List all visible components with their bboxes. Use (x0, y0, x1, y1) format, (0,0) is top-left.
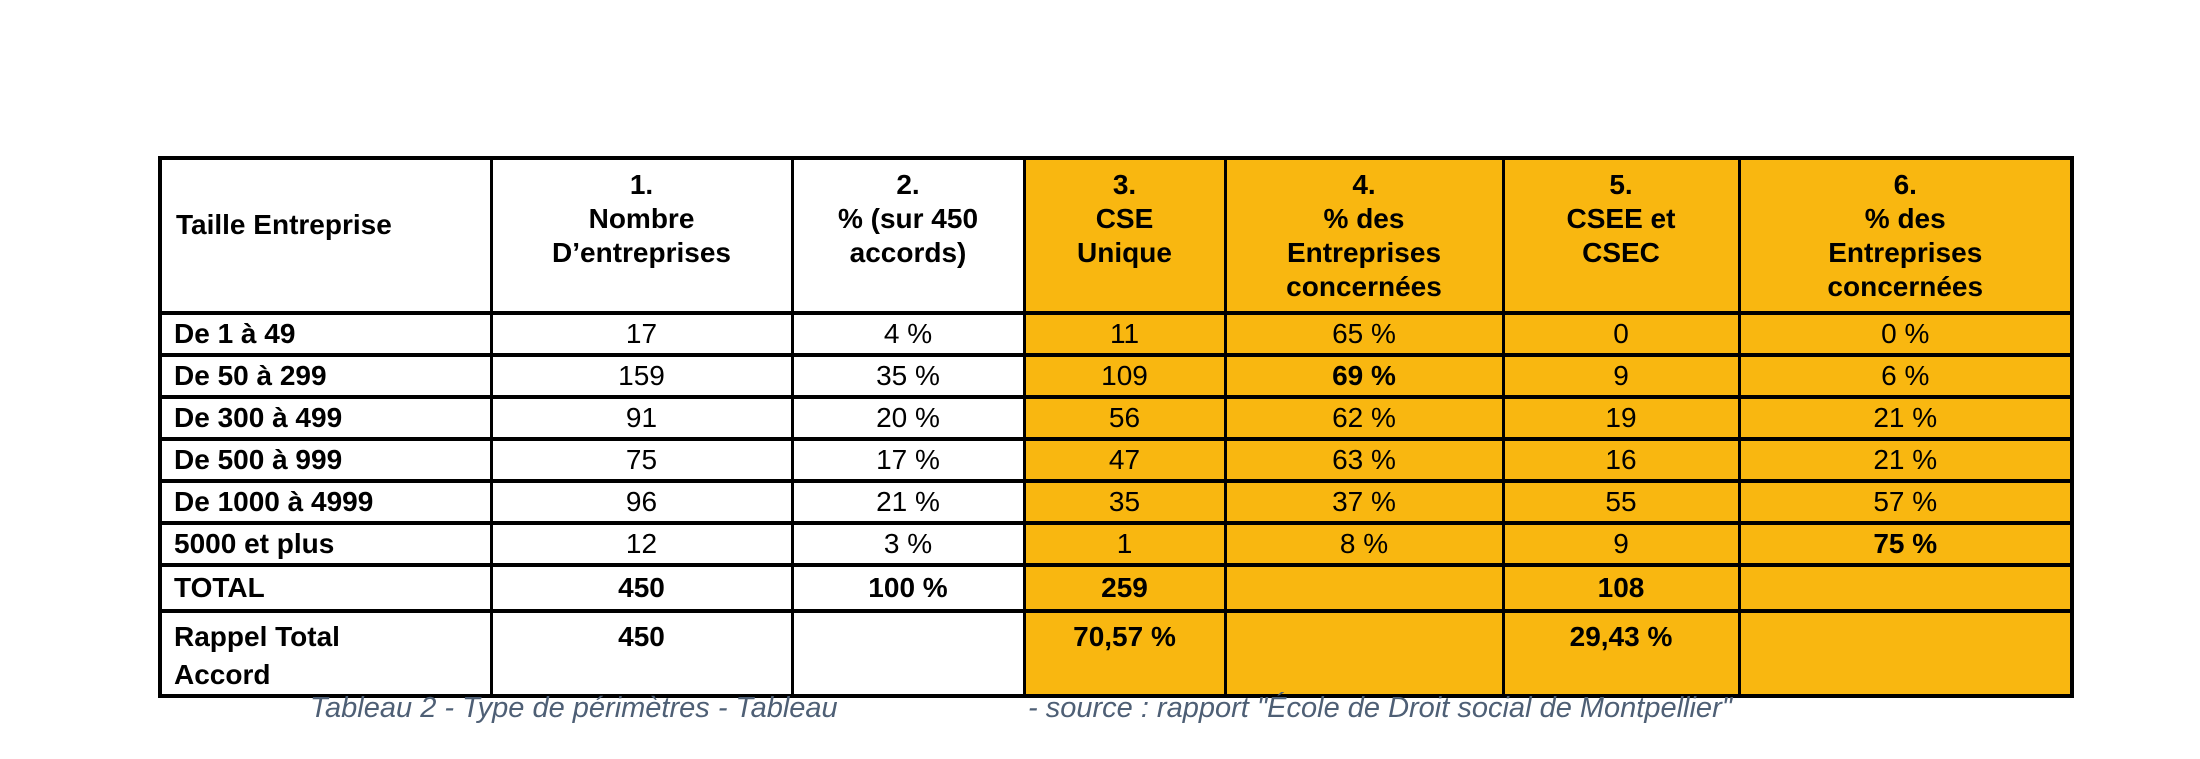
table-row: Rappel Total Accord 450 70,57 % 29,43 % (158, 609, 2074, 698)
row-label-cell: De 1000 à 4999 (158, 479, 493, 525)
value-cell: 1 (1022, 521, 1227, 567)
value-cell: 11 (1022, 311, 1227, 357)
value-cell: 21 % (1737, 395, 2074, 441)
value-cell: 12 (489, 521, 794, 567)
value-cell: 9 (1501, 521, 1741, 567)
table-caption-source: - source : rapport "École de Droit socia… (1028, 692, 1733, 724)
value-cell: 62 % (1223, 395, 1505, 441)
value-cell: 69 % (1223, 353, 1505, 399)
table-header: Taille Entreprise 1. Nombre D’entreprises 2.… (158, 156, 2074, 315)
header-cell-2: 1. Nombre D’entreprises (489, 156, 794, 315)
header-line: CSEE et (1566, 203, 1676, 234)
table-body: De 1 à 49 17 4 % 11 65 % 0 0 % De 50 à 299 159 35… (158, 311, 2074, 698)
table-row: TOTAL 450 100 % 259 108 (158, 563, 2074, 613)
value-cell: 35 (1022, 479, 1227, 525)
value-cell: 8 % (1223, 521, 1505, 567)
value-cell: 450 (489, 563, 794, 613)
header-line: Entreprises (1286, 237, 1442, 268)
value-cell: 17 % (790, 437, 1026, 483)
header-line: Nombre (588, 203, 695, 234)
value-cell: 259 (1022, 563, 1227, 613)
header-line: Unique (1077, 237, 1172, 268)
value-cell: 56 (1022, 395, 1227, 441)
value-cell: 19 (1501, 395, 1741, 441)
value-cell: 65 % (1223, 311, 1505, 357)
value-cell: 75 % (1737, 521, 2074, 567)
header-line: % des (1864, 203, 1946, 234)
value-cell: 21 % (790, 479, 1026, 525)
value-cell (1223, 609, 1505, 698)
header-line: CSEC (1582, 237, 1660, 268)
table-header-row: Taille Entreprise 1. Nombre D’entreprises 2.… (158, 156, 2074, 315)
header-line: concernées (1286, 271, 1442, 302)
row-label-cell: De 500 à 999 (158, 437, 493, 483)
value-cell: 4 % (790, 311, 1026, 357)
value-cell: 17 (489, 311, 794, 357)
value-cell: 159 (489, 353, 794, 399)
table-row: 5000 et plus 12 3 % 1 8 % 9 75 % (158, 521, 2074, 567)
value-cell: 70,57 % (1022, 609, 1227, 698)
value-cell: 63 % (1223, 437, 1505, 483)
header-line: 1. (629, 169, 654, 200)
value-cell: 21 % (1737, 437, 2074, 483)
header-cell-1: Taille Entreprise (158, 156, 493, 315)
value-cell: 37 % (1223, 479, 1505, 525)
header-line: Entreprises (1828, 237, 1983, 268)
header-cell-4: 3. CSE Unique (1022, 156, 1227, 315)
value-cell: 0 (1501, 311, 1741, 357)
value-cell: 47 (1022, 437, 1227, 483)
value-cell: 57 % (1737, 479, 2074, 525)
header-line: % des (1323, 203, 1405, 234)
value-cell (1737, 609, 2074, 698)
header-line: 2. (896, 169, 920, 200)
row-label-cell: De 300 à 499 (158, 395, 493, 441)
value-cell (1223, 563, 1505, 613)
header-line: concernées (1827, 271, 1984, 302)
value-cell: 0 % (1737, 311, 2074, 357)
table-row: De 1000 à 4999 96 21 % 35 37 % 55 57 % (158, 479, 2074, 525)
value-cell: 450 (489, 609, 794, 698)
value-cell: 91 (489, 395, 794, 441)
value-cell: 100 % (790, 563, 1026, 613)
value-cell: 29,43 % (1501, 609, 1741, 698)
header-cell-6: 5. CSEE et CSEC (1501, 156, 1741, 315)
value-cell: 108 (1501, 563, 1741, 613)
value-cell: 3 % (790, 521, 1026, 567)
header-cell-5: 4.% des Entreprises concernées (1223, 156, 1505, 315)
header-line: % (sur 450 (837, 203, 979, 234)
value-cell: 55 (1501, 479, 1741, 525)
value-cell: 9 (1501, 353, 1741, 399)
value-cell: 96 (489, 479, 794, 525)
table-row: De 50 à 299 159 35 % 109 69 % 9 6 % (158, 353, 2074, 399)
header-line: 4. (1352, 169, 1376, 200)
row-label-cell: TOTAL (158, 563, 493, 613)
table-row: De 1 à 49 17 4 % 11 65 % 0 0 % (158, 311, 2074, 357)
value-cell: 75 (489, 437, 794, 483)
row-label-cell: De 50 à 299 (158, 353, 493, 399)
value-cell: 109 (1022, 353, 1227, 399)
table-row: De 500 à 999 75 17 % 47 63 % 16 21 % (158, 437, 2074, 483)
header-line: 6. (1893, 169, 1917, 200)
row-label-cell: 5000 et plus (158, 521, 493, 567)
value-cell: 35 % (790, 353, 1026, 399)
header-line: D’entreprises (552, 237, 731, 268)
value-cell: 16 (1501, 437, 1741, 483)
header-line: 5. (1609, 169, 1633, 200)
table-row: De 300 à 499 91 20 % 56 62 % 19 21 % (158, 395, 2074, 441)
value-cell: 20 % (790, 395, 1026, 441)
table-caption-title: Tableau 2 - Type de périmètres - Tableau (310, 692, 838, 724)
value-cell: 6 % (1737, 353, 2074, 399)
header-line: 3. (1112, 169, 1137, 200)
value-cell (790, 609, 1026, 698)
header-line: CSE (1095, 203, 1154, 234)
row-label-cell: De 1 à 49 (158, 311, 493, 357)
perimeter-table: Taille Entreprise 1. Nombre D’entreprises 2.… (158, 156, 2074, 698)
header-line: accords) (849, 237, 967, 268)
value-cell (1737, 563, 2074, 613)
row-label-cell: Rappel Total Accord (158, 609, 493, 698)
header-cell-7: 6.% des Entreprises concernées (1737, 156, 2074, 315)
header-line: Taille Entreprise (176, 209, 392, 240)
header-cell-3: 2.% (sur 450 accords) (790, 156, 1026, 315)
